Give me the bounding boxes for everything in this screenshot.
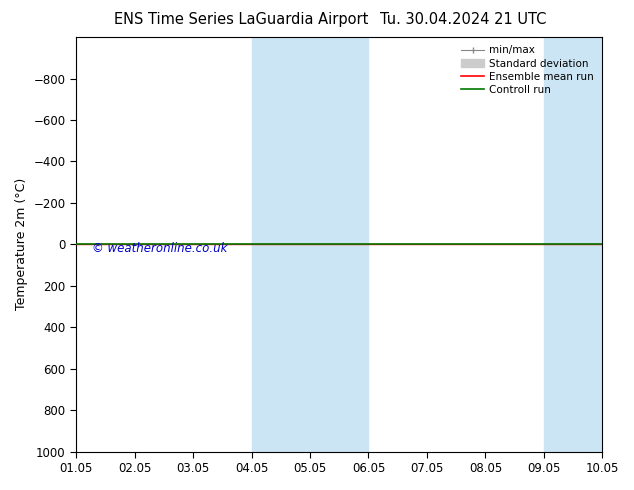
Text: Tu. 30.04.2024 21 UTC: Tu. 30.04.2024 21 UTC xyxy=(380,12,546,27)
Bar xyxy=(544,37,602,452)
Text: © weatheronline.co.uk: © weatheronline.co.uk xyxy=(92,242,227,255)
Text: ENS Time Series LaGuardia Airport: ENS Time Series LaGuardia Airport xyxy=(113,12,368,27)
Bar xyxy=(252,37,368,452)
Legend: min/max, Standard deviation, Ensemble mean run, Controll run: min/max, Standard deviation, Ensemble me… xyxy=(458,42,597,98)
Y-axis label: Temperature 2m (°C): Temperature 2m (°C) xyxy=(15,178,28,311)
